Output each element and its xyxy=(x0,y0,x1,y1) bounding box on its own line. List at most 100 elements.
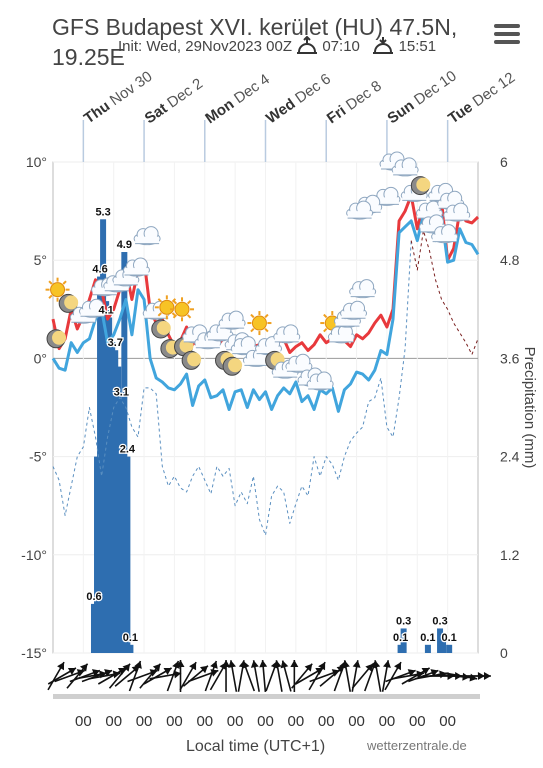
sun-ray xyxy=(157,312,162,317)
wind-head xyxy=(67,668,76,675)
precip-label: 2.4 xyxy=(120,444,136,456)
cloud-fill xyxy=(80,309,105,317)
precip-bar xyxy=(94,456,101,653)
wind-arrow xyxy=(176,660,185,692)
moon-light xyxy=(228,358,243,373)
hour-label: 00 xyxy=(379,713,396,730)
wind-head xyxy=(104,669,113,677)
wind-arrow xyxy=(108,663,131,689)
precip-bar xyxy=(100,219,107,654)
day-label-date: Nov 30 xyxy=(107,68,156,109)
cloud-icon xyxy=(349,279,377,299)
hamburger-menu-icon[interactable] xyxy=(494,24,520,46)
y2-tick-label: 3.6 xyxy=(500,350,520,366)
wind-strip-base xyxy=(53,694,480,699)
moon-light xyxy=(416,177,431,192)
sun-disc xyxy=(174,301,190,317)
wind-head xyxy=(352,660,361,668)
cloud-fill xyxy=(195,340,220,348)
precip-label: 0.1 xyxy=(393,632,408,644)
wind-arrow xyxy=(149,670,182,680)
hour-label: 00 xyxy=(409,713,426,730)
sunrise-time: 07:10 xyxy=(322,38,360,55)
cloud-fill xyxy=(329,334,354,342)
watermark: wetterzentrale.de xyxy=(367,738,467,753)
wind-arrow xyxy=(259,659,268,693)
wind-arrow xyxy=(308,661,326,691)
hour-label: 00 xyxy=(105,713,122,730)
moon-icon xyxy=(222,356,243,376)
sun-ray xyxy=(62,280,67,285)
cloud-fill xyxy=(286,364,311,372)
precip-bar xyxy=(124,456,131,653)
cloud-fill xyxy=(393,167,418,175)
y-tick-label: 5° xyxy=(34,252,47,268)
day-label-date: Dec 6 xyxy=(292,70,334,106)
x-axis-label: Local time (UTC+1) xyxy=(186,738,326,755)
precip-label: 4.9 xyxy=(117,239,132,251)
cloud-fill xyxy=(381,162,405,169)
precip-label: 3.7 xyxy=(108,337,123,349)
cloud-icon xyxy=(443,202,471,222)
hour-label: 00 xyxy=(196,713,213,730)
wind-arrow xyxy=(273,660,283,692)
wind-head xyxy=(152,663,161,672)
precip-bar xyxy=(121,252,128,653)
sun-ray xyxy=(186,300,192,305)
moon-light xyxy=(52,330,67,345)
precip-bar xyxy=(118,399,125,653)
cloud-fill xyxy=(144,311,169,319)
precip-bar xyxy=(400,628,407,653)
cloud-fill xyxy=(420,224,445,232)
cloud-icon xyxy=(273,324,301,344)
wind-head xyxy=(163,668,172,675)
moon-icon xyxy=(181,350,202,370)
cloud-fill xyxy=(438,201,463,209)
precip-label: 0.6 xyxy=(86,591,101,603)
day-label: Wed Dec 6 xyxy=(263,70,334,127)
cloud-fill xyxy=(347,211,372,219)
cloud-fill xyxy=(444,213,469,221)
wind-head xyxy=(122,663,131,672)
cloud-icon xyxy=(391,157,419,177)
wind-head xyxy=(173,670,182,679)
precip-label: 0.1 xyxy=(442,632,457,644)
wind-arrow xyxy=(143,667,172,685)
cloud-fill xyxy=(432,234,457,242)
wind-arrow xyxy=(384,661,402,691)
precip-bar xyxy=(115,366,122,653)
hour-label: 00 xyxy=(257,713,274,730)
wind-head xyxy=(134,660,142,669)
cloud-icon xyxy=(346,200,374,220)
cloud-icon xyxy=(327,324,355,344)
cloud-fill xyxy=(92,287,117,295)
cloud-fill xyxy=(256,346,281,354)
precip-label: 5.3 xyxy=(95,206,110,218)
y2-axis-label: Precipitation (mm) xyxy=(521,347,538,469)
sun-ray xyxy=(172,314,178,319)
sunset-time: 15:51 xyxy=(398,38,437,55)
precip-label: 3.1 xyxy=(114,386,129,398)
precip-bar xyxy=(437,628,444,653)
cloud-icon xyxy=(206,322,234,342)
wind-arrow xyxy=(341,660,352,692)
precip-bar xyxy=(446,644,453,653)
hour-label: 00 xyxy=(227,713,244,730)
wind-head xyxy=(483,672,491,680)
y-tick-label: -10° xyxy=(21,547,47,563)
wind-arrow xyxy=(280,660,292,692)
sun-ray xyxy=(264,327,269,333)
cloud-fill xyxy=(71,315,96,323)
wind-head xyxy=(290,660,299,667)
hour-label: 00 xyxy=(136,713,153,730)
precip-bar xyxy=(440,636,447,653)
precip-bar xyxy=(112,350,119,653)
cloud-fill xyxy=(207,332,232,340)
wind-head xyxy=(222,660,231,667)
y2-tick-label: 2.4 xyxy=(500,449,520,465)
wind-arrow xyxy=(401,667,431,685)
cloud-fill xyxy=(135,236,160,244)
series-line-2 xyxy=(52,240,412,536)
cloud-fill xyxy=(308,381,333,389)
